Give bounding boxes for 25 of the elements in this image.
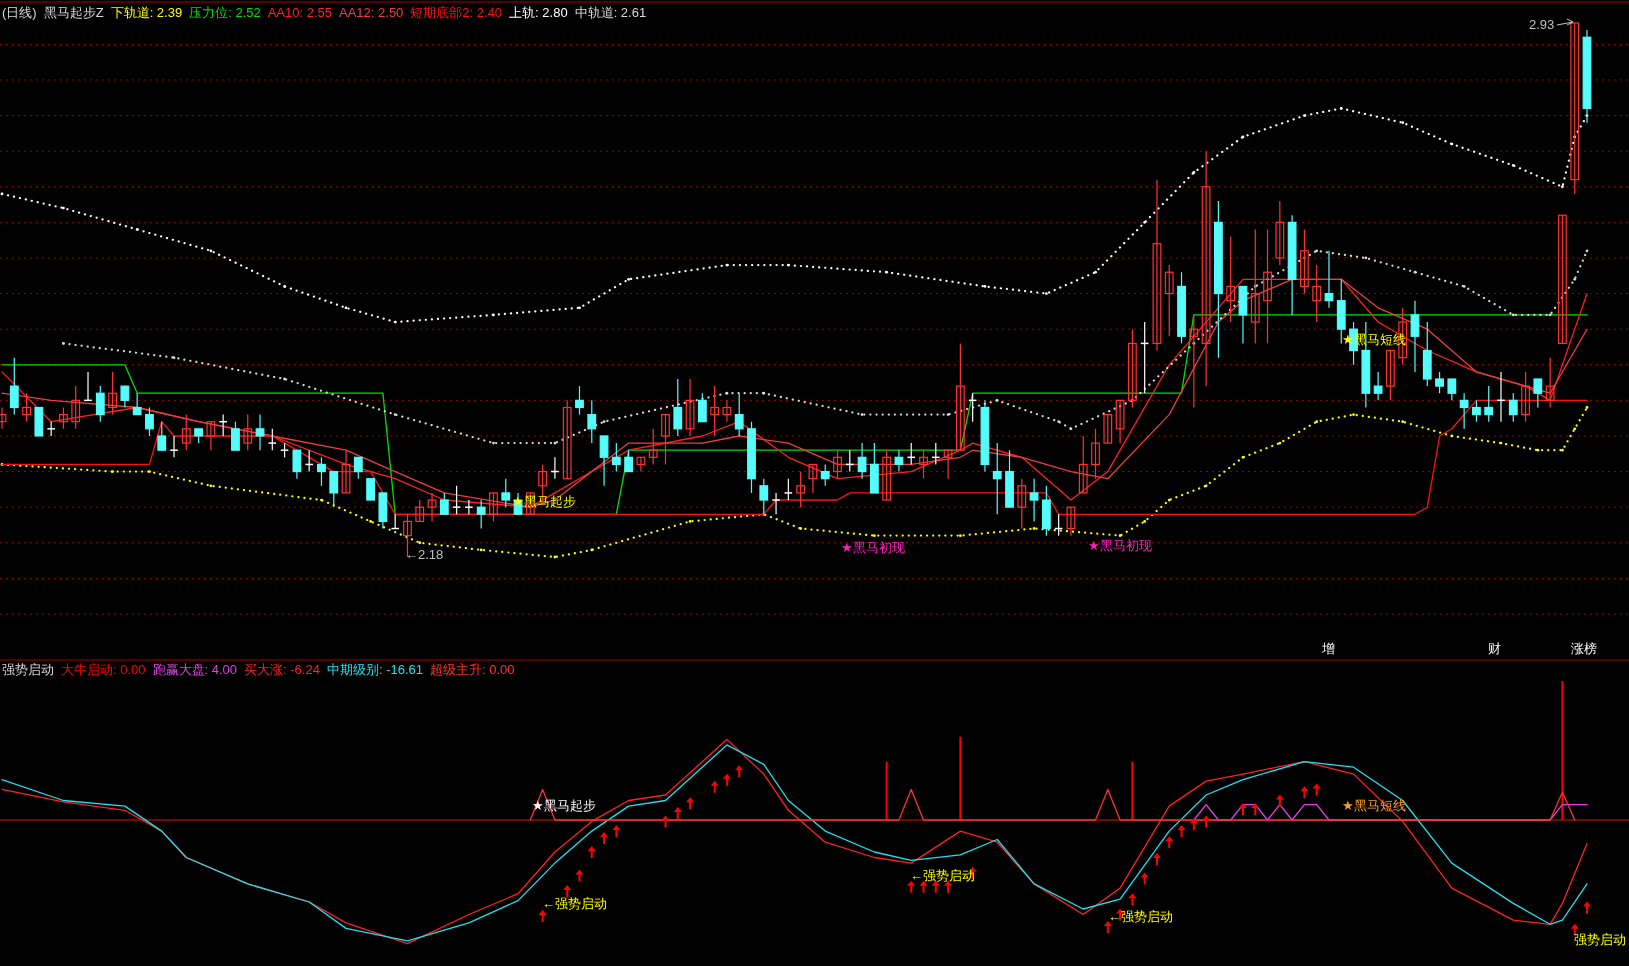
text: AA10: 2.55 [267,5,333,20]
annotation: ←2.18 [405,547,444,562]
text: 增 [1321,641,1335,656]
annotation: ←强势启动 [910,868,975,883]
text: AA12: 2.50 [339,5,404,20]
text: 大牛启动: 0.00 [61,662,146,677]
text: 下轨道: 2.39 [110,5,183,20]
text: 上轨: 2.80 [509,5,568,20]
annotation: ←强势启动 [542,896,607,911]
chart-title: (日线) [2,5,37,20]
annotation: 2.93 [1529,17,1555,32]
annotation: ★黑马初现 [841,540,905,555]
text: 买大涨: -6.24 [244,662,320,677]
text: 中期级别: -16.61 [326,662,424,677]
annotation: ★黑马初现 [1088,538,1152,553]
text: 超级主升: 0.00 [430,662,515,677]
text: 涨榜 [1571,641,1597,656]
text: 跑赢大盘: 4.00 [152,662,238,677]
chart-subtitle: 黑马起步Z [43,5,104,20]
text: 中轨道: 2.61 [574,5,647,20]
annotation: 强势启动 [1574,932,1626,947]
text: 短期底部2: 2.40 [410,5,503,20]
chart-title: 强势启动 [2,662,54,677]
text: 压力位: 2.52 [189,5,261,20]
text: 财 [1488,641,1501,656]
